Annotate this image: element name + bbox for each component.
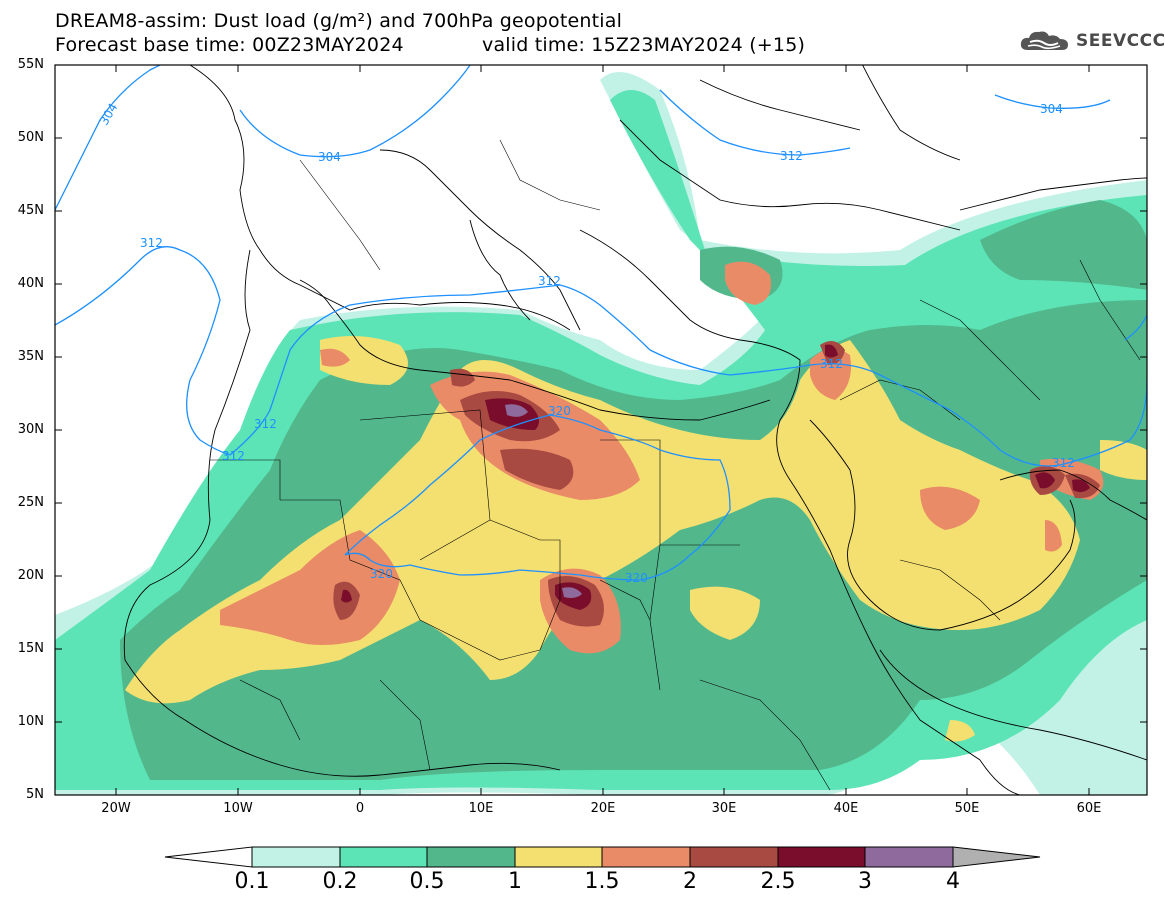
lat-label: 5N xyxy=(26,787,44,802)
contour-label-312: 312 xyxy=(254,417,277,431)
colorbar-swatch xyxy=(689,846,779,868)
lat-label: 50N xyxy=(17,130,44,145)
colorbar-label: 2.5 xyxy=(760,869,796,894)
colorbar-label: 1.5 xyxy=(584,869,620,894)
lat-label: 40N xyxy=(17,276,44,291)
colorbar-label: 2 xyxy=(683,869,697,894)
logo-text: SEEVCCC xyxy=(1076,31,1165,51)
contour-label-312: 312 xyxy=(780,149,803,163)
map-title-valid-time: valid time: 15Z23MAY2024 (+15) xyxy=(482,34,806,56)
colorbar-label: 4 xyxy=(946,869,960,894)
dust-field-3 xyxy=(505,404,582,598)
contour-label-320: 320 xyxy=(370,567,393,581)
colorbar-low-arrow xyxy=(164,846,253,868)
contour-label-312: 312 xyxy=(222,449,245,463)
colorbar xyxy=(164,846,1041,868)
contour-label-312: 312 xyxy=(538,274,561,288)
colorbar-swatch xyxy=(251,846,341,868)
geopotential-contours xyxy=(55,65,1147,581)
lon-label: 10E xyxy=(468,801,494,816)
lon-label: 20W xyxy=(101,801,131,816)
colorbar-swatch xyxy=(339,846,428,868)
cloud-icon xyxy=(1020,31,1068,50)
contour-label-312: 312 xyxy=(140,236,163,250)
lon-label: 40E xyxy=(833,801,859,816)
colorbar-label: 0.1 xyxy=(234,869,270,894)
colorbar-swatch xyxy=(514,846,603,868)
map-title-line1: DREAM8-assim: Dust load (g/m²) and 700hP… xyxy=(55,10,623,32)
contour-labels: 304 304 304 312 312 312 312 312 312 320 … xyxy=(97,101,1075,585)
colorbar-label: 3 xyxy=(858,869,872,894)
lat-label: 30N xyxy=(17,422,44,437)
colorbar-swatch xyxy=(426,846,516,868)
colorbar-label: 1 xyxy=(508,869,522,894)
colorbar-swatch xyxy=(601,846,691,868)
contour-label-320: 320 xyxy=(625,571,648,585)
colorbar-high-arrow xyxy=(952,846,1041,868)
lon-label: 0 xyxy=(355,801,365,816)
lon-label: 30E xyxy=(711,801,737,816)
colorbar-swatch xyxy=(777,846,866,868)
colorbar-label: 0.2 xyxy=(322,869,358,894)
colorbar-swatch xyxy=(864,846,954,868)
lon-label: 10W xyxy=(223,801,253,816)
contour-label-312: 312 xyxy=(820,357,843,371)
contour-label-304: 304 xyxy=(318,150,341,164)
lon-label: 60E xyxy=(1076,801,1102,816)
map-title-base-time: Forecast base time: 00Z23MAY2024 xyxy=(55,34,404,56)
lat-label: 15N xyxy=(17,641,44,656)
colorbar-label: 0.5 xyxy=(409,869,445,894)
lat-label: 45N xyxy=(17,203,44,218)
lat-label: 10N xyxy=(17,714,44,729)
lon-label: 20E xyxy=(590,801,616,816)
contour-label-320: 320 xyxy=(548,404,571,418)
contour-label-304: 304 xyxy=(1040,102,1063,116)
lat-label: 25N xyxy=(17,495,44,510)
lat-label: 20N xyxy=(17,568,44,583)
seevccc-logo: SEEVCCC xyxy=(1018,28,1165,54)
axis-ticks xyxy=(55,64,1147,795)
lon-label: 50E xyxy=(954,801,980,816)
lat-label: 55N xyxy=(17,57,44,72)
lat-label: 35N xyxy=(17,349,44,364)
coastlines xyxy=(55,65,1147,795)
contour-label-312: 312 xyxy=(1052,456,1075,470)
